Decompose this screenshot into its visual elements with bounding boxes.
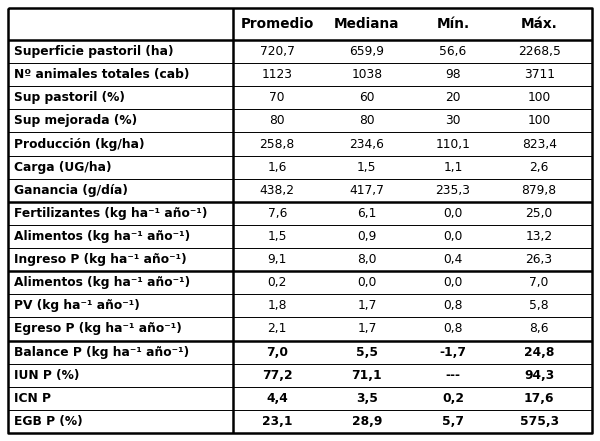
- Text: 70: 70: [269, 91, 285, 104]
- Text: 71,1: 71,1: [352, 369, 382, 382]
- Text: 20: 20: [445, 91, 461, 104]
- Text: Balance P (kg ha⁻¹ año⁻¹): Balance P (kg ha⁻¹ año⁻¹): [14, 346, 189, 359]
- Text: 30: 30: [445, 114, 461, 127]
- Text: 0,2: 0,2: [268, 276, 287, 289]
- Text: 1,5: 1,5: [268, 230, 287, 243]
- Text: 7,0: 7,0: [529, 276, 549, 289]
- Text: Alimentos (kg ha⁻¹ año⁻¹): Alimentos (kg ha⁻¹ año⁻¹): [14, 276, 190, 289]
- Text: Carga (UG/ha): Carga (UG/ha): [14, 161, 112, 174]
- Text: Ingreso P (kg ha⁻¹ año⁻¹): Ingreso P (kg ha⁻¹ año⁻¹): [14, 253, 187, 266]
- Text: 98: 98: [445, 68, 461, 81]
- Text: Sup pastoril (%): Sup pastoril (%): [14, 91, 125, 104]
- Text: 0,0: 0,0: [443, 276, 463, 289]
- Text: 28,9: 28,9: [352, 415, 382, 428]
- Text: 0,4: 0,4: [443, 253, 463, 266]
- Text: 2,6: 2,6: [529, 161, 549, 174]
- Text: 0,2: 0,2: [442, 392, 464, 405]
- Text: 234,6: 234,6: [349, 138, 385, 150]
- Text: 56,6: 56,6: [439, 45, 467, 58]
- Text: EGB P (%): EGB P (%): [14, 415, 83, 428]
- Text: 5,7: 5,7: [442, 415, 464, 428]
- Text: 7,6: 7,6: [268, 207, 287, 220]
- Text: 26,3: 26,3: [526, 253, 553, 266]
- Text: 9,1: 9,1: [268, 253, 287, 266]
- Text: 417,7: 417,7: [349, 184, 385, 197]
- Text: Mín.: Mín.: [436, 17, 470, 31]
- Text: 823,4: 823,4: [521, 138, 557, 150]
- Text: 2,1: 2,1: [268, 322, 287, 336]
- Text: 100: 100: [527, 91, 551, 104]
- Text: 0,0: 0,0: [443, 207, 463, 220]
- Text: 80: 80: [269, 114, 285, 127]
- Text: 0,0: 0,0: [357, 276, 377, 289]
- Text: Producción (kg/ha): Producción (kg/ha): [14, 138, 145, 150]
- Text: 235,3: 235,3: [436, 184, 470, 197]
- Text: 77,2: 77,2: [262, 369, 293, 382]
- Text: Nº animales totales (cab): Nº animales totales (cab): [14, 68, 190, 81]
- Text: 659,9: 659,9: [349, 45, 385, 58]
- Text: 23,1: 23,1: [262, 415, 292, 428]
- Text: 17,6: 17,6: [524, 392, 554, 405]
- Text: 1,7: 1,7: [357, 322, 377, 336]
- Text: 1,7: 1,7: [357, 299, 377, 312]
- Text: -1,7: -1,7: [440, 346, 467, 359]
- Text: Sup mejorada (%): Sup mejorada (%): [14, 114, 137, 127]
- Text: 7,0: 7,0: [266, 346, 288, 359]
- Text: 0,9: 0,9: [357, 230, 377, 243]
- Text: PV (kg ha⁻¹ año⁻¹): PV (kg ha⁻¹ año⁻¹): [14, 299, 140, 312]
- Text: Egreso P (kg ha⁻¹ año⁻¹): Egreso P (kg ha⁻¹ año⁻¹): [14, 322, 182, 336]
- Text: 3711: 3711: [524, 68, 554, 81]
- Text: 13,2: 13,2: [526, 230, 553, 243]
- Text: 575,3: 575,3: [520, 415, 559, 428]
- Text: 438,2: 438,2: [260, 184, 295, 197]
- Text: 4,4: 4,4: [266, 392, 288, 405]
- Text: 1,8: 1,8: [268, 299, 287, 312]
- Text: 258,8: 258,8: [260, 138, 295, 150]
- Text: Promedio: Promedio: [241, 17, 314, 31]
- Text: 3,5: 3,5: [356, 392, 378, 405]
- Text: 1123: 1123: [262, 68, 293, 81]
- Text: 60: 60: [359, 91, 374, 104]
- Text: 25,0: 25,0: [526, 207, 553, 220]
- Text: IUN P (%): IUN P (%): [14, 369, 79, 382]
- Text: 5,5: 5,5: [356, 346, 378, 359]
- Text: Fertilizantes (kg ha⁻¹ año⁻¹): Fertilizantes (kg ha⁻¹ año⁻¹): [14, 207, 208, 220]
- Text: Máx.: Máx.: [521, 17, 557, 31]
- Text: 8,6: 8,6: [529, 322, 549, 336]
- Text: Superficie pastoril (ha): Superficie pastoril (ha): [14, 45, 173, 58]
- Text: 0,8: 0,8: [443, 322, 463, 336]
- Text: ---: ---: [446, 369, 461, 382]
- Text: 24,8: 24,8: [524, 346, 554, 359]
- Text: 94,3: 94,3: [524, 369, 554, 382]
- Text: Alimentos (kg ha⁻¹ año⁻¹): Alimentos (kg ha⁻¹ año⁻¹): [14, 230, 190, 243]
- Text: 0,8: 0,8: [443, 299, 463, 312]
- Text: 5,8: 5,8: [529, 299, 549, 312]
- Text: 100: 100: [527, 114, 551, 127]
- Text: Mediana: Mediana: [334, 17, 400, 31]
- Text: 2268,5: 2268,5: [518, 45, 560, 58]
- Text: 1038: 1038: [352, 68, 382, 81]
- Text: 879,8: 879,8: [521, 184, 557, 197]
- Text: Ganancia (g/día): Ganancia (g/día): [14, 184, 128, 197]
- Text: 8,0: 8,0: [357, 253, 377, 266]
- Text: 110,1: 110,1: [436, 138, 470, 150]
- Text: ICN P: ICN P: [14, 392, 51, 405]
- Text: 1,1: 1,1: [443, 161, 463, 174]
- Text: 0,0: 0,0: [443, 230, 463, 243]
- Text: 6,1: 6,1: [357, 207, 377, 220]
- Text: 720,7: 720,7: [260, 45, 295, 58]
- Text: 80: 80: [359, 114, 374, 127]
- Text: 1,5: 1,5: [357, 161, 377, 174]
- Text: 1,6: 1,6: [268, 161, 287, 174]
